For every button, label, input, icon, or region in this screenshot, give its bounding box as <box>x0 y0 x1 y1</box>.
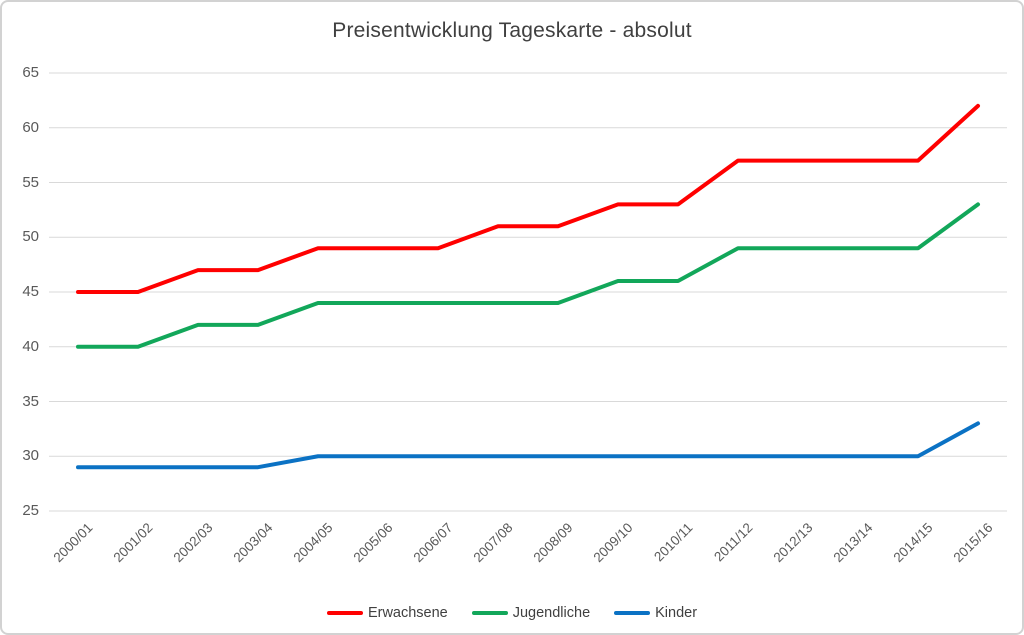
series-line-kinder <box>76 421 980 470</box>
legend-swatch-erwachsene <box>326 611 363 615</box>
y-tick-label: 40 <box>22 337 39 355</box>
legend-swatch-jugendliche <box>471 611 508 615</box>
legend-item-erwachsene: Erwachsene <box>326 605 448 621</box>
y-tick-label: 35 <box>22 392 39 410</box>
series-line-jugendliche <box>76 202 980 349</box>
y-tick-label: 55 <box>22 173 39 191</box>
y-tick-label: 30 <box>22 447 39 465</box>
legend-item-jugendliche: Jugendliche <box>471 605 591 621</box>
legend-label: Jugendliche <box>512 605 591 621</box>
legend-swatch-kinder <box>614 611 651 615</box>
legend-label: Kinder <box>655 605 698 621</box>
legend: Erwachsene Jugendliche Kinder <box>2 605 1022 621</box>
legend-label: Erwachsene <box>367 605 448 621</box>
legend-item-kinder: Kinder <box>614 605 697 621</box>
y-tick-label: 65 <box>22 64 39 81</box>
y-tick-label: 25 <box>22 502 39 519</box>
chart-title: Preisentwicklung Tageskarte - absolut <box>332 19 692 42</box>
y-tick-label: 50 <box>22 228 39 246</box>
y-tick-label: 60 <box>22 118 39 136</box>
y-tick-label: 45 <box>22 283 39 300</box>
series-line-erwachsene <box>76 103 980 294</box>
